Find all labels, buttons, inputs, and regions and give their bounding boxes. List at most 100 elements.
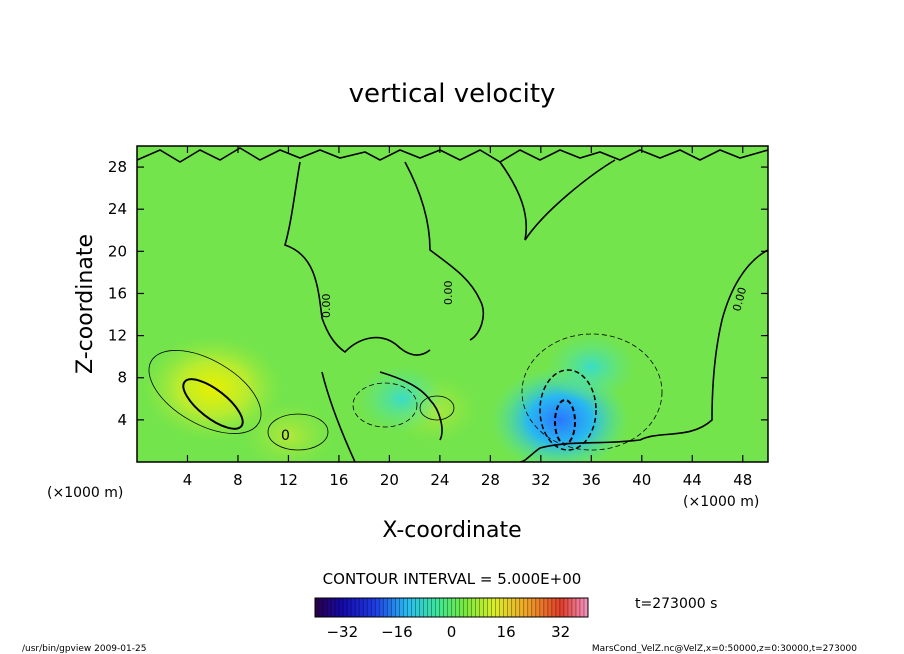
plot-area: 0 0.00 0.00 0.00 (137, 146, 768, 462)
colorbar-cell (451, 598, 456, 617)
colorbar-cell (563, 598, 569, 617)
y-tick-label: 28 (108, 158, 127, 176)
x-tick-label: 48 (733, 471, 752, 489)
colorbar-cell (503, 598, 509, 617)
contour-label-0: 0 (281, 428, 290, 444)
y-axis-label: Z-coordinate (73, 234, 98, 374)
colorbar-cell (471, 598, 476, 617)
colorbar-cell (435, 598, 440, 617)
colorbar-cell (519, 598, 525, 617)
colorbar-cell (583, 598, 589, 617)
colorbar-cell (359, 598, 364, 617)
colorbar-cell (543, 598, 549, 617)
colorbar-cell (419, 598, 424, 617)
colorbar-cell (363, 598, 368, 617)
colorbar-cell (355, 598, 360, 617)
colorbar-cell (455, 598, 460, 617)
x-tick-label: 4 (183, 471, 193, 489)
colorbar-tick-label: 32 (551, 623, 570, 641)
y-tick-label: 20 (108, 242, 127, 260)
contour-downdraft-core (554, 399, 576, 445)
colorbar-cell (527, 598, 533, 617)
colorbar-cell (479, 598, 485, 617)
contour-zero-line-right (519, 249, 768, 462)
colorbar-cell (511, 598, 517, 617)
colorbar-cell (523, 598, 529, 617)
x-tick-label: 32 (531, 471, 550, 489)
colorbar-cell (339, 598, 344, 617)
y-tick-label: 16 (108, 284, 127, 302)
colorbar-cell (383, 598, 388, 617)
contour-interval: CONTOUR INTERVAL = 5.000E+00 (323, 570, 582, 588)
colorbar-cell (327, 598, 332, 617)
y-tick-label: 8 (117, 369, 127, 387)
colorbar-cell (415, 598, 420, 617)
colorbar-cell (579, 598, 585, 617)
contour-zero-line-top (137, 147, 768, 163)
contour-downdraft-small (352, 382, 418, 428)
x-tick-label: 36 (582, 471, 601, 489)
contour-label-b: 0.00 (442, 281, 455, 306)
contour-updraft-right (419, 395, 455, 421)
colorbar-cell (539, 598, 545, 617)
x-axis-ticks: 4 8 12 16 20 24 28 32 36 40 44 48 (183, 146, 752, 489)
colorbar-cell (371, 598, 376, 617)
footer-right: MarsCond_VelZ.nc@VelZ,x=0:50000,z=0:3000… (592, 644, 857, 654)
colorbar-cell (331, 598, 336, 617)
colorbar-cell (367, 598, 372, 617)
x-tick-label: 24 (430, 471, 449, 489)
colorbar-tick-label: 0 (447, 623, 457, 641)
colorbar-cell (443, 598, 448, 617)
contour-updraft-outer (148, 350, 262, 434)
colorbar-tick-label: 16 (497, 623, 516, 641)
downdraft-region-4 (546, 333, 637, 401)
colorbar-cell (391, 598, 396, 617)
colorbar-cell (447, 598, 452, 617)
colorbar-cell (575, 598, 581, 617)
colorbar (314, 598, 589, 617)
y-tick-label: 12 (108, 327, 127, 345)
x-unit-left: (×1000 m) (47, 485, 123, 501)
colorbar-cell (399, 598, 404, 617)
colorbar-cell (427, 598, 432, 617)
x-tick-label: 44 (683, 471, 702, 489)
x-tick-label: 40 (632, 471, 651, 489)
contour-zero-line-left (284, 161, 431, 356)
x-tick-label: 8 (233, 471, 243, 489)
x-axis-label: X-coordinate (382, 518, 521, 543)
colorbar-cell (515, 598, 521, 617)
colorbar-cell (567, 598, 573, 617)
colorbar-cell (343, 598, 348, 617)
contour-lines (137, 147, 768, 462)
colorbar-cell (459, 598, 464, 617)
colorbar-cell (507, 598, 513, 617)
colorbar-cell (439, 598, 444, 617)
colorbar-cell (491, 598, 497, 617)
contour-label-a: 0.00 (320, 294, 333, 319)
colorbar-cell (487, 598, 493, 617)
colorbar-cell (423, 598, 428, 617)
colorbar-cell (571, 598, 577, 617)
contour-downdraft-outer (521, 333, 663, 451)
x-tick-label: 20 (380, 471, 399, 489)
colorbar-tick-label: −16 (381, 623, 413, 641)
colorbar-cell (535, 598, 541, 617)
updraft-region-1 (243, 401, 334, 462)
colorbar-tick-label: −32 (326, 623, 358, 641)
x-tick-label: 16 (329, 471, 348, 489)
updraft-region-0 (142, 335, 283, 441)
y-tick-label: 4 (117, 411, 127, 429)
colorbar-cell (499, 598, 505, 617)
contour-updraft-core (182, 378, 244, 430)
colorbar-cell (547, 598, 553, 617)
colorbar-cell (411, 598, 416, 617)
colorbar-cell (531, 598, 537, 617)
y-tick-label: 24 (108, 200, 127, 218)
colorbar-cell (555, 598, 561, 617)
contour-updraft-small (267, 413, 329, 451)
x-unit-right: (×1000 m) (683, 494, 759, 510)
plot-frame (136, 145, 769, 463)
colorbar-cell (375, 598, 380, 617)
contour-zero-line-ridge (499, 159, 616, 241)
